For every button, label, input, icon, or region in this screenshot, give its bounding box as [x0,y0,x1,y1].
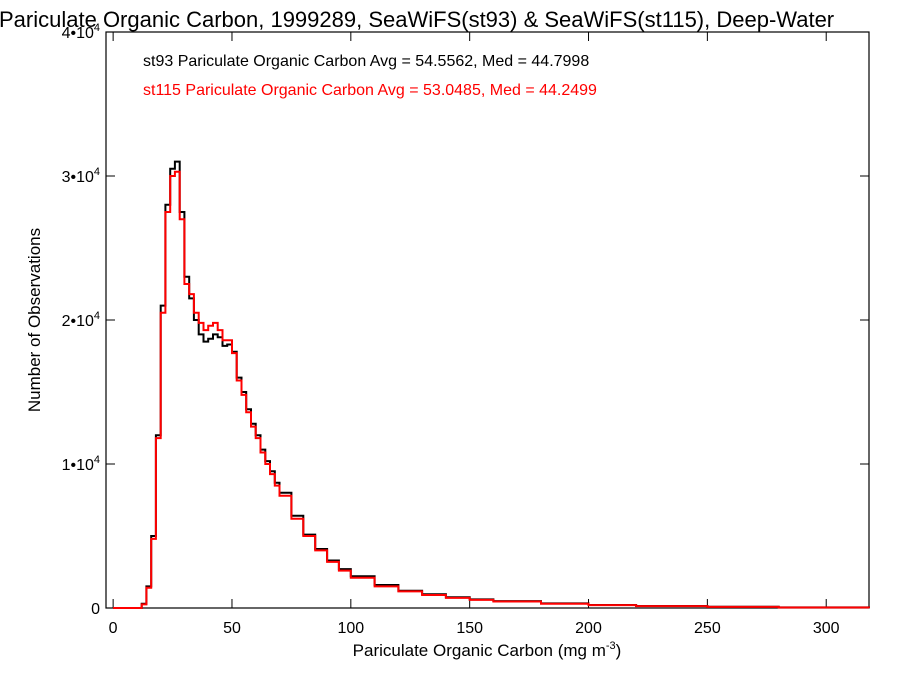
y-tick-label: 4•104 [62,22,100,42]
series-lines [113,160,870,609]
x-axis-label-superscript: -3 [606,640,616,652]
chart-title: Pariculate Organic Carbon, 1999289, SeaW… [0,7,834,32]
x-axis-label: Pariculate Organic Carbon (mg m-3) [353,640,622,660]
x-tick-label: 200 [575,620,602,637]
legend-st115-stats: st115 Pariculate Organic Carbon Avg = 53… [143,82,597,99]
x-axis-label-text: Pariculate Organic Carbon (mg m [353,641,606,660]
x-tick-label: 100 [337,620,364,637]
y-tick-label: 0 [91,601,100,618]
y-tick-label: 3•104 [62,166,100,186]
x-tick-label: 50 [223,620,241,637]
plot-frame [105,31,870,609]
y-axis: 0 1•104 2•104 3•104 4•104 [62,22,869,618]
y-tick-label: 1•104 [62,454,100,474]
series-st93-line [113,160,870,609]
x-axis: 0 50 100 150 200 250 300 [109,32,840,637]
y-axis-label: Number of Observations [25,228,44,412]
x-tick-label: 150 [456,620,483,637]
x-tick-label: 0 [109,620,118,637]
x-tick-label: 250 [694,620,721,637]
x-axis-label-close: ) [616,641,622,660]
legend-st93-stats: st93 Pariculate Organic Carbon Avg = 54.… [143,53,589,70]
x-tick-label: 300 [813,620,840,637]
series-st115-line [113,170,870,609]
y-tick-label: 2•104 [62,310,100,330]
